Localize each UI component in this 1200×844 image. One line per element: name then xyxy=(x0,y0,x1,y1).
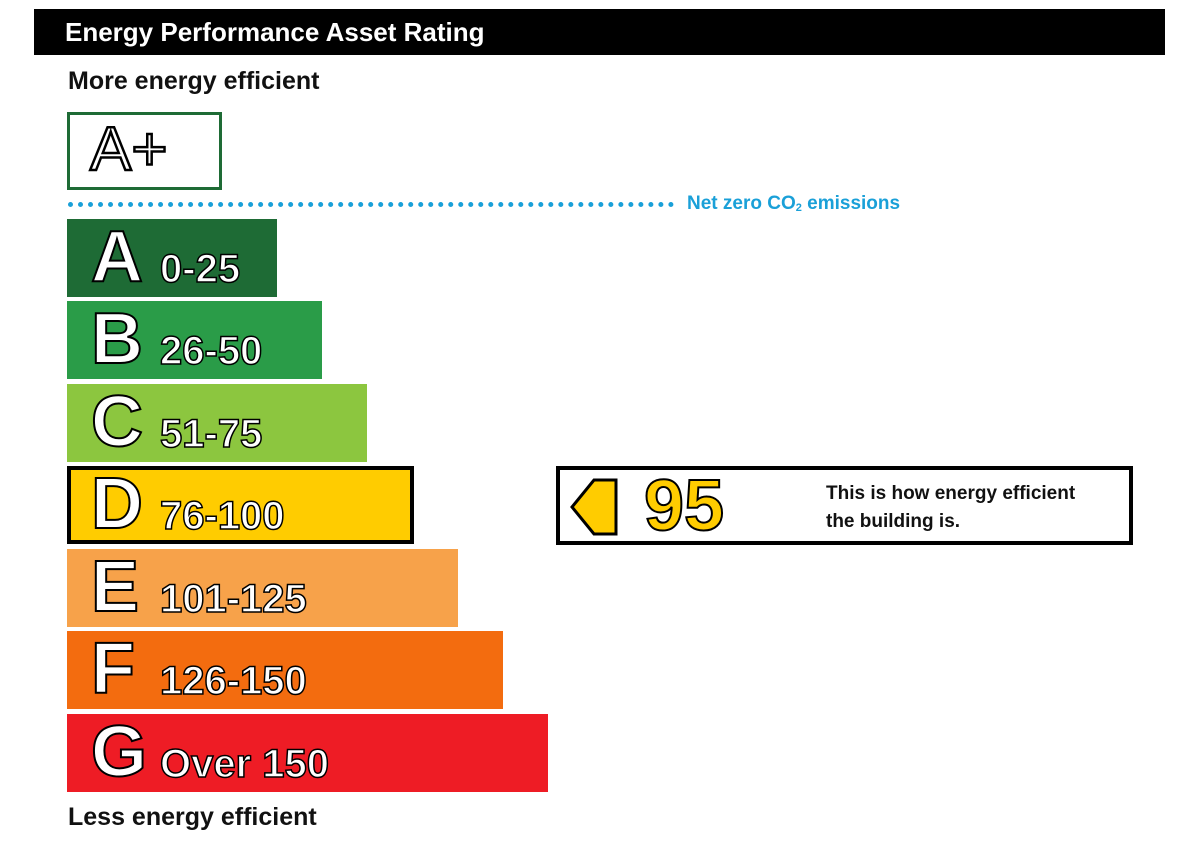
band-a: A 0-25 xyxy=(67,217,277,297)
band-range: 26-50 xyxy=(159,328,263,374)
band-letter: B xyxy=(90,299,144,379)
net-zero-dotted-line xyxy=(68,202,674,207)
page-title: Energy Performance Asset Rating xyxy=(65,17,485,47)
net-zero-suffix: emissions xyxy=(801,193,901,214)
band-b: B 26-50 xyxy=(67,299,322,379)
band-g: G Over 150 xyxy=(67,712,548,792)
band-c: C 51-75 xyxy=(67,382,367,462)
band-letter: E xyxy=(90,547,140,627)
band-range: 101-125 xyxy=(159,576,307,622)
band-letter: D xyxy=(90,464,144,544)
rating-indicator: 95 This is how energy efficient the buil… xyxy=(556,466,1133,545)
more-efficient-label: More energy efficient xyxy=(68,67,320,95)
band-range: 51-75 xyxy=(159,411,263,457)
band-d: D 76-100 xyxy=(67,464,414,544)
header-bar: Energy Performance Asset Rating xyxy=(34,9,1165,55)
rating-arrow-icon xyxy=(570,478,618,536)
band-f: F 126-150 xyxy=(67,629,503,709)
band-range: 126-150 xyxy=(159,658,307,704)
band-letter: F xyxy=(90,629,136,709)
band-range: 76-100 xyxy=(159,493,285,539)
net-zero-prefix: Net zero CO xyxy=(687,193,796,214)
net-zero-label: Net zero CO2 emissions xyxy=(687,192,900,220)
band-letter: G xyxy=(90,712,148,792)
band-e: E 101-125 xyxy=(67,547,458,627)
band-range: 0-25 xyxy=(159,246,241,292)
net-zero-subscript: 2 xyxy=(795,202,802,214)
rating-value: 95 xyxy=(643,466,725,546)
less-efficient-label: Less energy efficient xyxy=(68,803,317,831)
rating-caption-line: the building is. xyxy=(826,511,961,532)
rating-caption: This is how energy efficient the buildin… xyxy=(826,480,1126,536)
band-letter: C xyxy=(90,382,144,462)
a-plus-band: A+ xyxy=(67,112,222,190)
a-plus-label: A+ xyxy=(89,115,169,184)
rating-caption-line: This is how energy efficient xyxy=(826,483,1076,504)
band-range: Over 150 xyxy=(159,741,330,787)
band-letter: A xyxy=(90,217,144,297)
